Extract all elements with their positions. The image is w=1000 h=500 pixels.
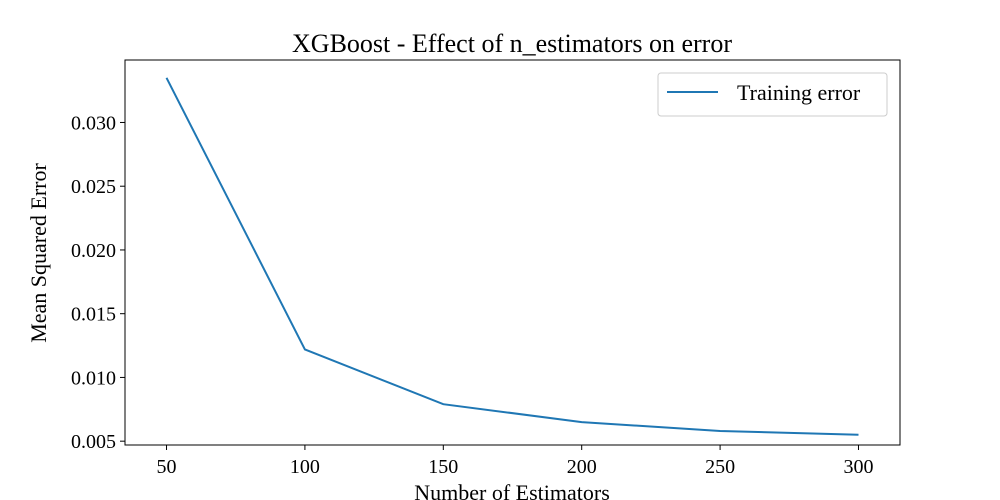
plot-area-frame xyxy=(124,59,901,446)
legend: Training error xyxy=(657,72,888,117)
y-tick-label: 0.005 xyxy=(71,431,116,453)
chart-title: XGBoost - Effect of n_estimators on erro… xyxy=(292,29,732,58)
y-tick-label: 0.015 xyxy=(71,304,116,326)
y-tick-label: 0.030 xyxy=(71,112,116,134)
x-tick-label: 100 xyxy=(290,456,320,478)
x-tick-label: 200 xyxy=(567,456,597,478)
x-tick-label: 250 xyxy=(705,456,735,478)
y-axis-ticks: 0.005 0.010 0.015 0.020 0.025 0.030 xyxy=(71,112,125,453)
x-axis-label: Number of Estimators xyxy=(414,480,610,500)
y-tick-label: 0.010 xyxy=(71,367,116,389)
x-tick-label: 50 xyxy=(157,456,177,478)
y-tick-label: 0.025 xyxy=(71,176,116,198)
legend-label-training-error: Training error xyxy=(737,80,861,105)
x-axis-ticks: 50 100 150 200 250 300 xyxy=(157,445,873,478)
y-axis-label: Mean Squared Error xyxy=(26,163,51,343)
x-tick-label: 300 xyxy=(843,456,873,478)
y-tick-label: 0.020 xyxy=(71,240,116,262)
training-error-line xyxy=(165,77,859,436)
legend-box xyxy=(657,72,888,117)
x-tick-label: 150 xyxy=(428,456,458,478)
